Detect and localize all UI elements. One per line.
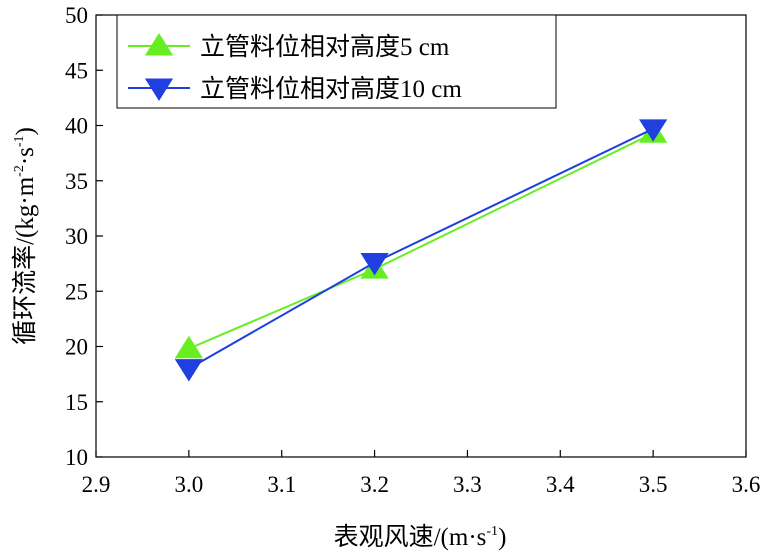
y-tick-label: 25 [65,279,88,304]
y-tick-label: 35 [65,169,88,194]
x-tick-label: 3.4 [546,472,575,497]
x-tick-label: 3.5 [639,472,668,497]
y-axis-title-mid: ·s [12,147,39,165]
legend-swatch-marker [144,78,174,101]
y-tick-label: 20 [65,335,88,360]
data-point [360,253,389,276]
legend-label: 立管料位相对高度10 cm [200,75,462,103]
data-point [639,119,668,142]
x-axis-title: 表观风速/(m·s-1) [334,523,507,551]
legend-item-2: 立管料位相对高度10 cm [128,75,462,103]
y-axis-title: 循环流率/(kg·m-2·s-1) [11,127,39,345]
y-tick-label: 40 [65,114,88,139]
series-2 [174,119,668,382]
y-tick-label: 30 [65,224,88,249]
x-tick-label: 2.9 [82,472,111,497]
legend-swatch-marker [144,33,174,56]
x-axis-title-main: 表观风速/(m·s [334,523,487,551]
legend-item-1: 立管料位相对高度5 cm [128,33,450,61]
data-point [174,359,203,382]
legend-label: 立管料位相对高度5 cm [200,33,450,61]
y-axis-title-sup2: -1 [12,135,27,147]
y-tick-label: 50 [65,3,88,28]
x-axis-title-end: ) [498,524,506,551]
legend-box [116,14,557,109]
x-axis-title-sup: -1 [486,524,498,539]
legend: 立管料位相对高度5 cm 立管料位相对高度10 cm [116,14,557,109]
y-axis-title-main: 循环流率/(kg·m [11,176,39,345]
y-tick-label: 10 [65,445,88,470]
data-point [174,335,203,359]
y-axis-title-sup1: -2 [12,165,27,177]
y-tick-label: 45 [65,58,88,83]
y-tick-label: 15 [65,390,88,415]
y-axis: 10 15 20 25 30 35 40 45 50 [65,3,103,470]
x-tick-label: 3.2 [360,472,389,497]
y-axis-title-end: ) [12,127,39,135]
x-tick-label: 3.1 [267,472,296,497]
series-layer [174,119,668,382]
series-line [188,127,654,370]
x-tick-label: 3.0 [174,472,203,497]
x-tick-label: 3.3 [453,472,482,497]
x-axis: 2.9 3.0 3.1 3.2 3.3 3.4 3.5 3.6 [82,450,761,497]
x-tick-label: 3.6 [732,472,761,497]
